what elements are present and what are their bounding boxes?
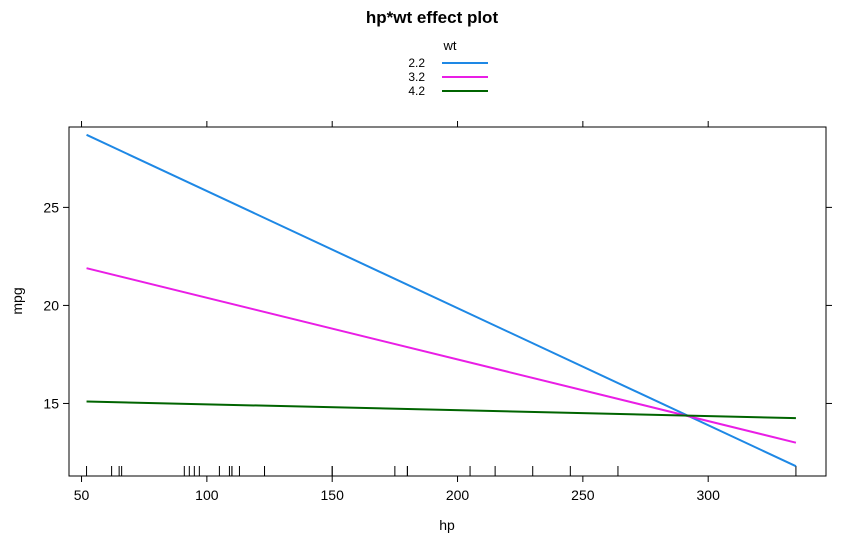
x-axis: 50 100 150 200 250 300 <box>74 121 720 503</box>
legend: wt 2.23.24.2 <box>408 38 488 98</box>
legend-label: 3.2 <box>408 70 425 84</box>
x-axis-label: hp <box>439 517 455 533</box>
y-tick-label: 15 <box>43 395 59 411</box>
x-tick-label: 250 <box>571 487 595 503</box>
series-line-2.2 <box>86 133 797 468</box>
x-tick-label: 150 <box>321 487 345 503</box>
x-tick-label: 300 <box>697 487 721 503</box>
x-tick-label: 100 <box>195 487 219 503</box>
chart-title: hp*wt effect plot <box>366 8 499 27</box>
y-tick-label: 25 <box>43 199 59 215</box>
y-axis: 15 20 25 <box>43 199 832 411</box>
plot-frame <box>68 126 827 477</box>
legend-label: 2.2 <box>408 56 425 70</box>
series-line-4.2 <box>86 400 796 420</box>
rug <box>86 466 797 476</box>
legend-title: wt <box>443 38 457 53</box>
legend-label: 4.2 <box>408 84 425 98</box>
y-axis-label: mpg <box>9 287 25 314</box>
series-line-3.2 <box>86 267 797 444</box>
y-tick-label: 20 <box>43 297 59 313</box>
series-lines <box>86 133 797 468</box>
x-tick-label: 50 <box>74 487 90 503</box>
x-tick-label: 200 <box>446 487 470 503</box>
